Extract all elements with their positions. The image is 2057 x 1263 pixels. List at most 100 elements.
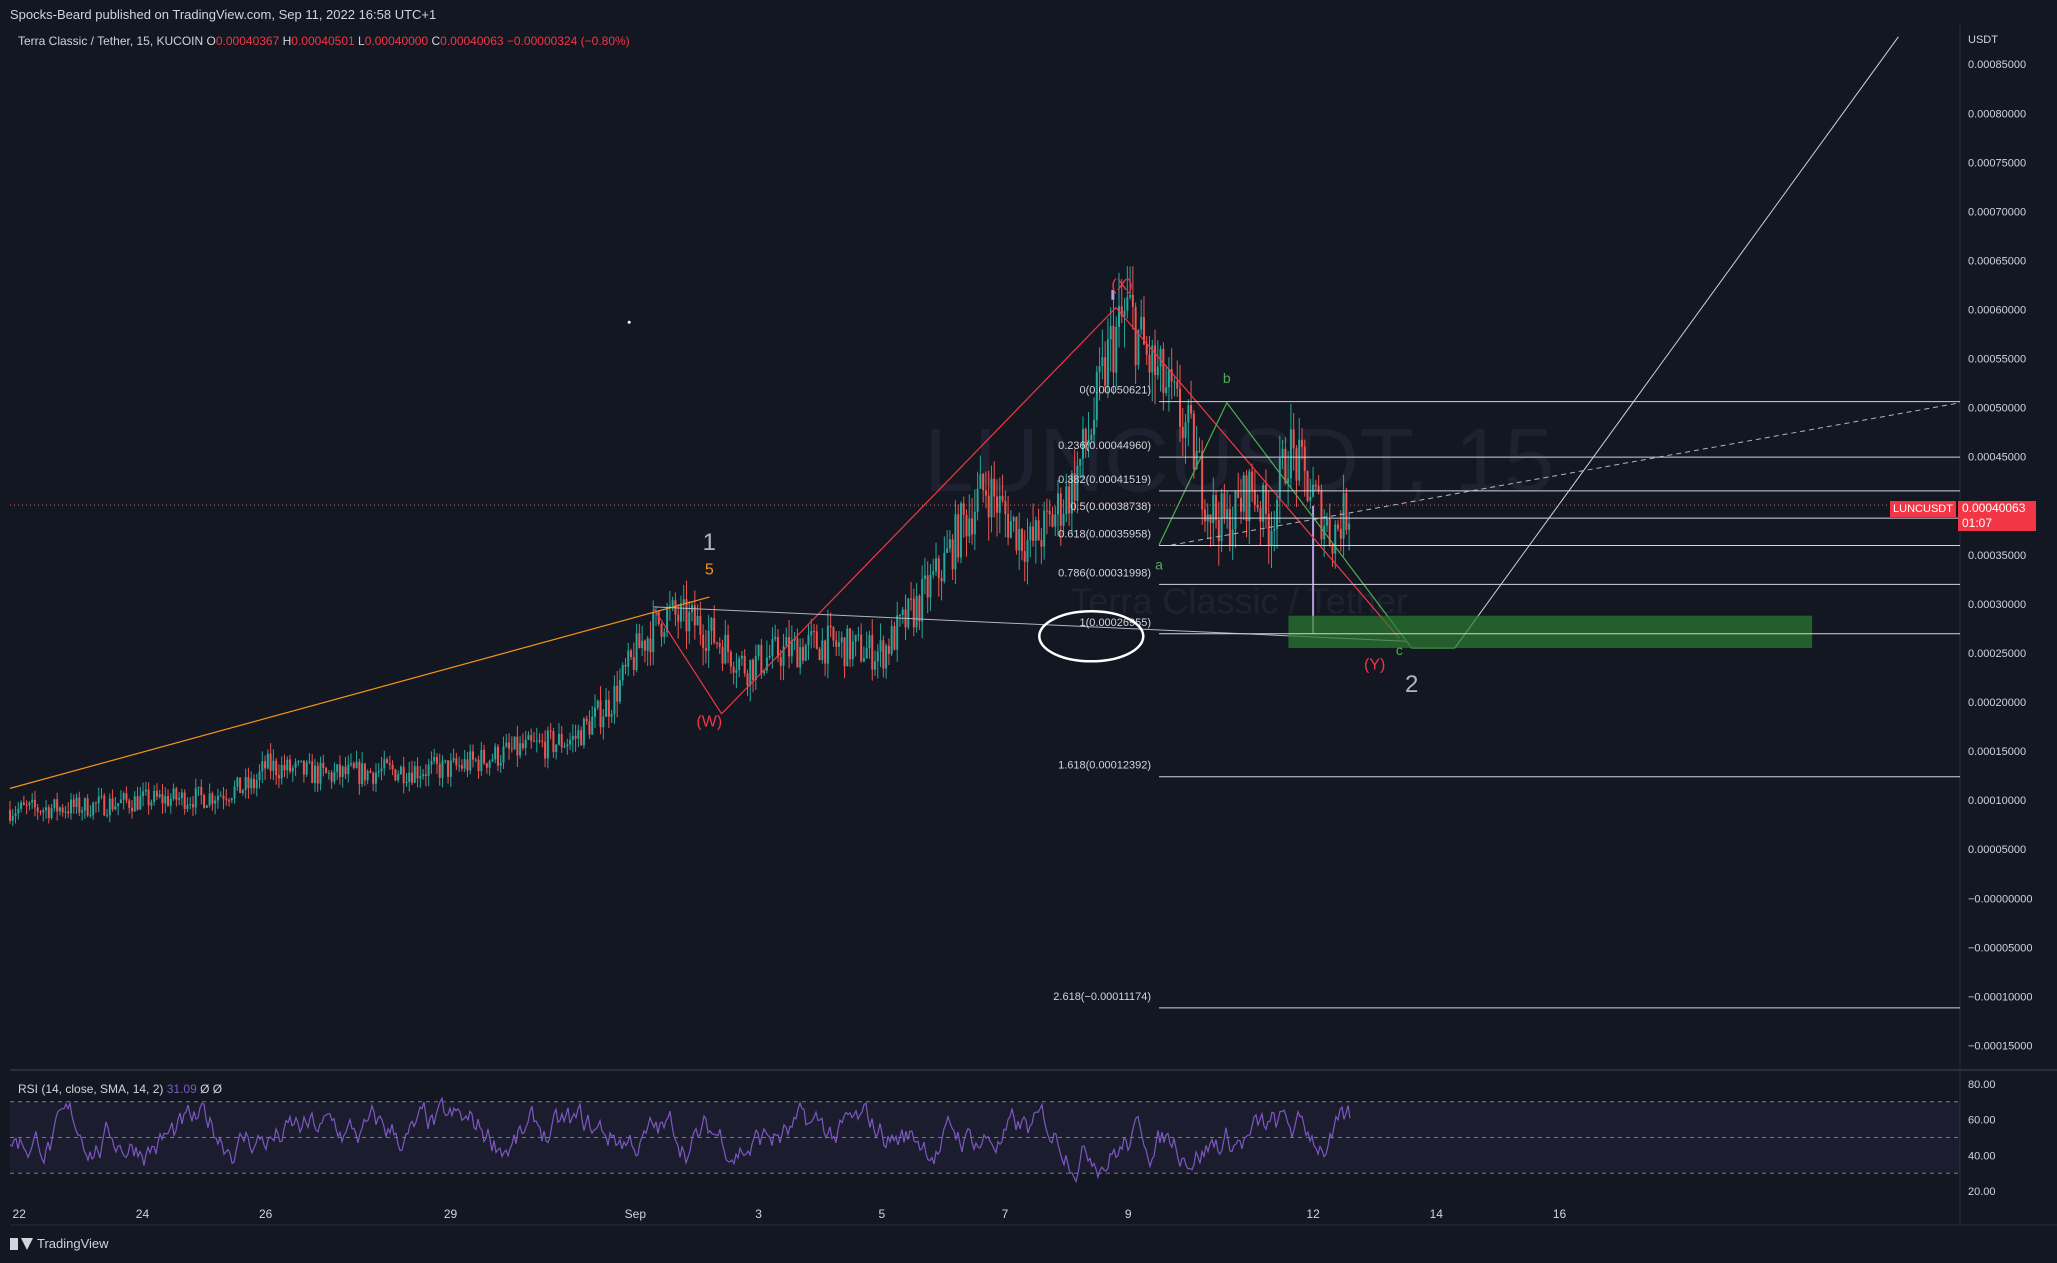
tradingview-logo-icon — [10, 1237, 33, 1250]
candle — [72, 799, 75, 807]
candle — [494, 746, 497, 760]
candle — [959, 503, 962, 558]
candle — [33, 799, 36, 808]
candle — [546, 730, 549, 759]
candle — [1018, 529, 1021, 551]
candle — [1137, 329, 1140, 366]
candle — [1120, 306, 1123, 317]
candle — [1231, 529, 1234, 546]
price-tick-label: 0.00030000 — [1968, 599, 2026, 611]
candle — [1012, 517, 1015, 522]
time-tick-label: Sep — [625, 1207, 647, 1221]
candle — [1281, 448, 1284, 458]
candle — [205, 805, 208, 808]
candle — [247, 777, 250, 789]
rsi-line — [9, 1096, 1351, 1184]
candle — [31, 799, 34, 803]
price-tick-label: 0.00035000 — [1968, 550, 2026, 562]
candle — [280, 764, 283, 779]
candle — [624, 665, 627, 667]
candle — [203, 795, 206, 808]
candle — [147, 789, 150, 806]
candle — [460, 765, 463, 769]
price-tick-label: 0.00025000 — [1968, 648, 2026, 660]
candle — [821, 640, 824, 661]
candle — [912, 598, 915, 628]
time-tick-label: 14 — [1430, 1207, 1444, 1221]
candle — [1245, 475, 1248, 522]
candle — [491, 759, 494, 761]
rsi-legend[interactable]: RSI (14, close, SMA, 14, 2) 31.09 Ø Ø — [18, 1082, 222, 1096]
price-tick-label: −0.00005000 — [1968, 942, 2033, 954]
candle — [887, 645, 890, 654]
candle — [483, 749, 486, 764]
candle — [372, 772, 375, 784]
candle — [20, 802, 23, 809]
candle — [1348, 523, 1351, 530]
candle — [1095, 371, 1098, 420]
candle — [1170, 369, 1173, 382]
wave-label: c — [1396, 642, 1403, 658]
candle — [815, 631, 818, 649]
candle — [405, 781, 408, 784]
price-tick-label: 0.00045000 — [1968, 452, 2026, 464]
candle — [998, 495, 1001, 513]
candle — [180, 792, 183, 798]
candle — [510, 748, 513, 750]
candle — [477, 759, 480, 772]
time-tick-label: 29 — [444, 1207, 458, 1221]
candle — [910, 598, 913, 600]
candle — [1129, 294, 1132, 298]
candle — [153, 790, 156, 803]
candle — [857, 634, 860, 636]
candle — [926, 575, 929, 598]
candles-group — [9, 266, 1351, 826]
price-tick-label: −0.00000000 — [1968, 893, 2033, 905]
candle — [286, 759, 289, 771]
candle — [228, 800, 231, 802]
candle — [1270, 530, 1273, 546]
candle — [144, 789, 147, 792]
candle — [275, 760, 278, 776]
candle — [122, 793, 125, 800]
symbol-legend[interactable]: Terra Classic / Tether, 15, KUCOIN O0.00… — [18, 34, 630, 48]
candle — [1140, 317, 1143, 330]
candle — [508, 742, 511, 749]
candle — [128, 800, 131, 808]
low-label: L — [358, 34, 365, 48]
price-tick-label: 0.00060000 — [1968, 305, 2026, 317]
candle — [807, 635, 810, 646]
candle — [167, 796, 170, 806]
candle — [1342, 493, 1345, 539]
bar-countdown: 01:07 — [1962, 516, 1993, 530]
candle — [538, 740, 541, 742]
candle — [1070, 473, 1073, 514]
candle — [485, 763, 488, 768]
candle — [1253, 489, 1256, 505]
candle — [752, 659, 755, 681]
candle — [785, 637, 788, 646]
candle — [591, 716, 594, 735]
candle — [519, 743, 522, 756]
candle — [277, 775, 280, 779]
candle — [829, 625, 832, 628]
candle — [1151, 345, 1154, 373]
tradingview-footer[interactable]: TradingView — [10, 1236, 109, 1251]
candle — [1264, 484, 1267, 514]
candle — [211, 793, 214, 804]
fib-level-label: 0.236(0.00044960) — [1058, 440, 1151, 452]
price-tick-label: 0.00010000 — [1968, 795, 2026, 807]
candle — [1339, 528, 1342, 539]
candle — [1023, 551, 1026, 562]
candle — [291, 767, 294, 772]
candle — [150, 802, 153, 806]
rsi-tick-label: 20.00 — [1968, 1186, 1996, 1198]
price-tick-label: 0.00020000 — [1968, 697, 2026, 709]
candle — [1184, 422, 1187, 438]
candle — [1234, 490, 1237, 530]
candle — [982, 474, 985, 491]
candle — [715, 642, 718, 644]
candle — [1215, 495, 1218, 520]
